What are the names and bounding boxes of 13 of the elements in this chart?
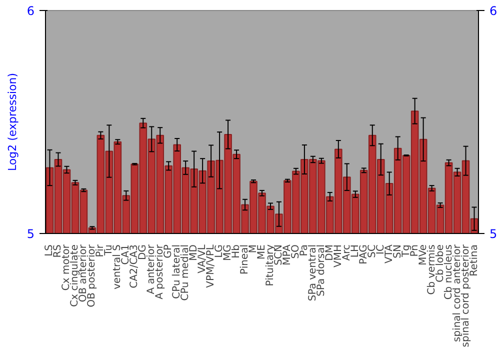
- y2-tick-label: 5: [490, 227, 498, 241]
- x-tick-label: Pa: [298, 244, 310, 256]
- y2-tick-label: 6: [490, 4, 498, 18]
- x-tick-label: A posterior: [154, 244, 166, 300]
- x-tick-label: Cb lobe: [434, 244, 446, 282]
- x-tick-label: Pituitary: [264, 244, 276, 286]
- x-tick-label: OB posterior: [86, 244, 98, 308]
- x-tick-label: spinal cord posterior: [460, 244, 472, 348]
- x-tick-label: ME: [256, 244, 268, 260]
- x-tick-label: Tg: [400, 244, 412, 258]
- x-tick-label: MVe: [418, 244, 429, 266]
- y-axis-title: Log2 (expression): [6, 72, 19, 172]
- x-tick-label: Retina: [468, 244, 480, 276]
